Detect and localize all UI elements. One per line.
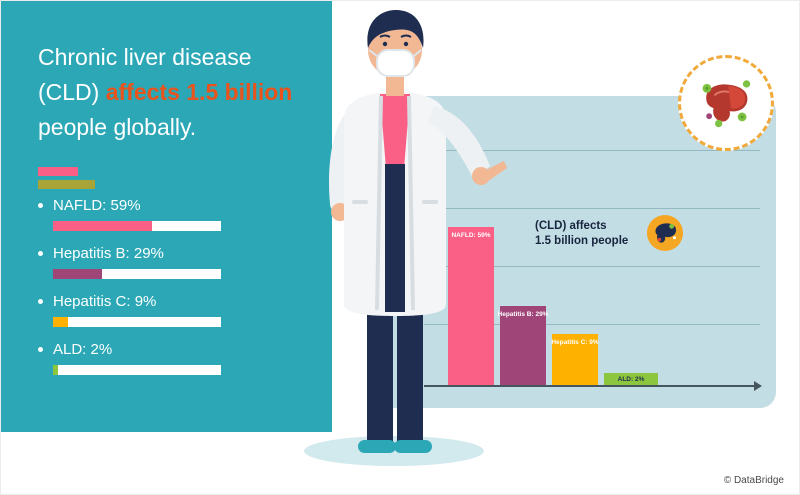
stat-label-text: Hepatitis C: 9% (53, 293, 157, 310)
annotation-line1: (CLD) affects (535, 220, 607, 232)
stat-progress-bar (53, 221, 221, 231)
bar-ald: ALD: 2% (604, 373, 658, 385)
stat-progress-fill (53, 221, 153, 231)
list-item: Hepatitis C: 9% (38, 293, 228, 327)
x-axis-line (424, 381, 762, 391)
stat-progress-bar (53, 317, 221, 327)
bar-label: Hepatitis B: 29% (497, 311, 549, 318)
credit-text: © DataBridge (723, 475, 784, 486)
page-title: Chronic liver disease (CLD) affects 1.5 … (38, 40, 318, 145)
stat-progress-fill (53, 269, 102, 279)
bullet-icon (38, 299, 43, 304)
accent-bar-pink (38, 167, 78, 176)
bar-label: NAFLD: 59% (451, 232, 491, 239)
gridline (424, 266, 760, 267)
stat-progress-fill (53, 317, 69, 327)
stat-label: NAFLD: 59% (38, 197, 228, 214)
bullet-icon (38, 203, 43, 208)
stat-label-text: ALD: 2% (53, 341, 113, 358)
bar-label: ALD: 2% (617, 376, 645, 383)
bar-label: Hepatitis C: 9% (551, 339, 599, 346)
headline-line1: Chronic liver disease (38, 44, 252, 70)
stat-label-text: NAFLD: 59% (53, 197, 141, 214)
bar-nafld: NAFLD: 59% (448, 227, 494, 385)
doctor-illustration (304, 10, 507, 466)
stat-list: NAFLD: 59% Hepatitis B: 29% Hepatitis C:… (38, 197, 228, 389)
list-item: ALD: 2% (38, 341, 228, 375)
bullet-icon (38, 251, 43, 256)
bar-hepatitis-c: Hepatitis C: 9% (551, 334, 599, 385)
list-item: Hepatitis B: 29% (38, 245, 228, 279)
liver-bug-icon (646, 214, 684, 252)
bar-hepatitis-b: Hepatitis B: 29% (497, 306, 549, 385)
headline-line3: people globally. (38, 114, 197, 140)
stat-progress-fill (53, 365, 58, 375)
list-item: NAFLD: 59% (38, 197, 228, 231)
stat-label-text: Hepatitis B: 29% (53, 245, 164, 262)
headline-line2-prefix: (CLD) (38, 79, 106, 105)
stat-progress-bar (53, 365, 221, 375)
liver-virus-badge-icon (702, 80, 751, 128)
bullet-icon (38, 347, 43, 352)
gridline (424, 324, 760, 325)
stat-progress-bar (53, 269, 221, 279)
gridline (424, 150, 760, 151)
annotation-line2: 1.5 billion people (535, 235, 629, 247)
headline-line2-accent: affects 1.5 billion (105, 79, 293, 105)
stat-label: Hepatitis C: 9% (38, 293, 228, 310)
accent-bar-olive (38, 180, 95, 189)
gridline (424, 208, 760, 209)
stat-label: Hepatitis B: 29% (38, 245, 228, 262)
stat-label: ALD: 2% (38, 341, 228, 358)
chart-annotation: (CLD) affects 1.5 billion people (535, 219, 628, 249)
liver-badge (678, 55, 774, 151)
left-panel: Chronic liver disease (CLD) affects 1.5 … (0, 0, 332, 432)
